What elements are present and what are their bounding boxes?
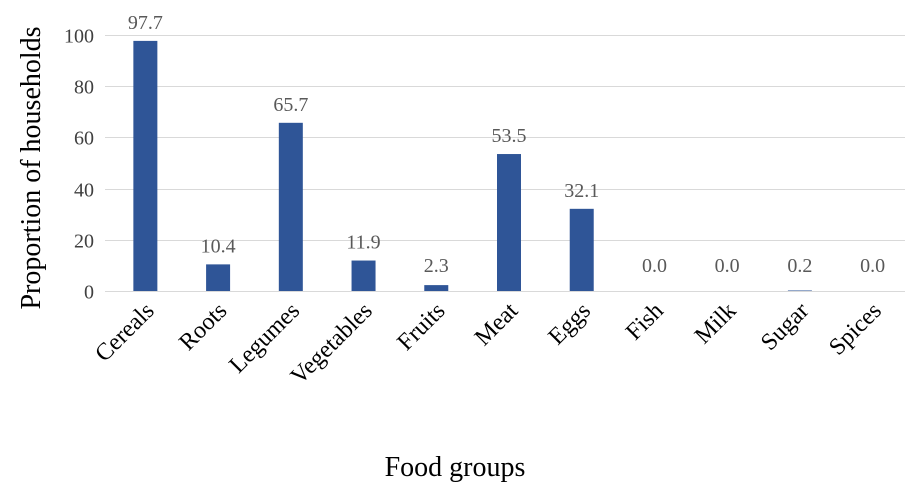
x-tick-label-roots: Roots [174, 298, 232, 356]
x-tick-label-spices: Spices [824, 298, 887, 361]
bar-cereals [133, 40, 158, 291]
y-axis-title: Proportion of households [16, 26, 47, 309]
bars [133, 40, 812, 291]
data-label-fish: 0.0 [642, 255, 667, 277]
data-label-roots: 10.4 [201, 235, 236, 257]
x-axis-title: Food groups [385, 452, 526, 483]
bar-vegetables [351, 260, 376, 291]
x-tick-label-milk: Milk [690, 298, 741, 349]
y-tick-label: 100 [64, 26, 94, 48]
data-labels: 97.7 10.4 65.7 11.9 2.3 53.5 32.1 0.0 0.0 0.2 0.0 [128, 12, 885, 277]
data-label-vegetables: 11.9 [346, 232, 380, 254]
data-label-spices: 0.0 [860, 255, 885, 277]
y-tick-label: 20 [74, 231, 94, 253]
y-tick-label: 80 [74, 77, 94, 99]
bar-sugar [787, 290, 812, 291]
x-tick-label-sugar: Sugar [756, 298, 814, 356]
y-tick-label: 0 [84, 282, 94, 304]
x-tick-label-eggs: Eggs [544, 298, 596, 350]
bar-fruits [424, 285, 449, 291]
y-axis-ticks: 0 20 40 60 80 100 [64, 26, 94, 304]
bar-meat [497, 154, 521, 291]
data-label-meat: 53.5 [492, 125, 527, 147]
bar-legumes [278, 122, 303, 291]
data-label-fruits: 2.3 [424, 255, 449, 277]
data-label-cereals: 97.7 [128, 12, 163, 34]
x-tick-label-fish: Fish [621, 298, 669, 346]
y-tick-label: 60 [74, 128, 94, 150]
bar-roots [206, 264, 231, 291]
y-tick-label: 40 [74, 180, 94, 202]
data-label-milk: 0.0 [715, 255, 740, 277]
data-label-sugar: 0.2 [787, 255, 812, 277]
x-tick-label-meat: Meat [470, 298, 523, 351]
x-tick-label-cereals: Cereals [90, 298, 159, 367]
data-label-legumes: 65.7 [273, 94, 308, 116]
data-label-eggs: 32.1 [564, 180, 599, 202]
bar-eggs [569, 208, 594, 291]
x-tick-label-fruits: Fruits [393, 298, 451, 356]
